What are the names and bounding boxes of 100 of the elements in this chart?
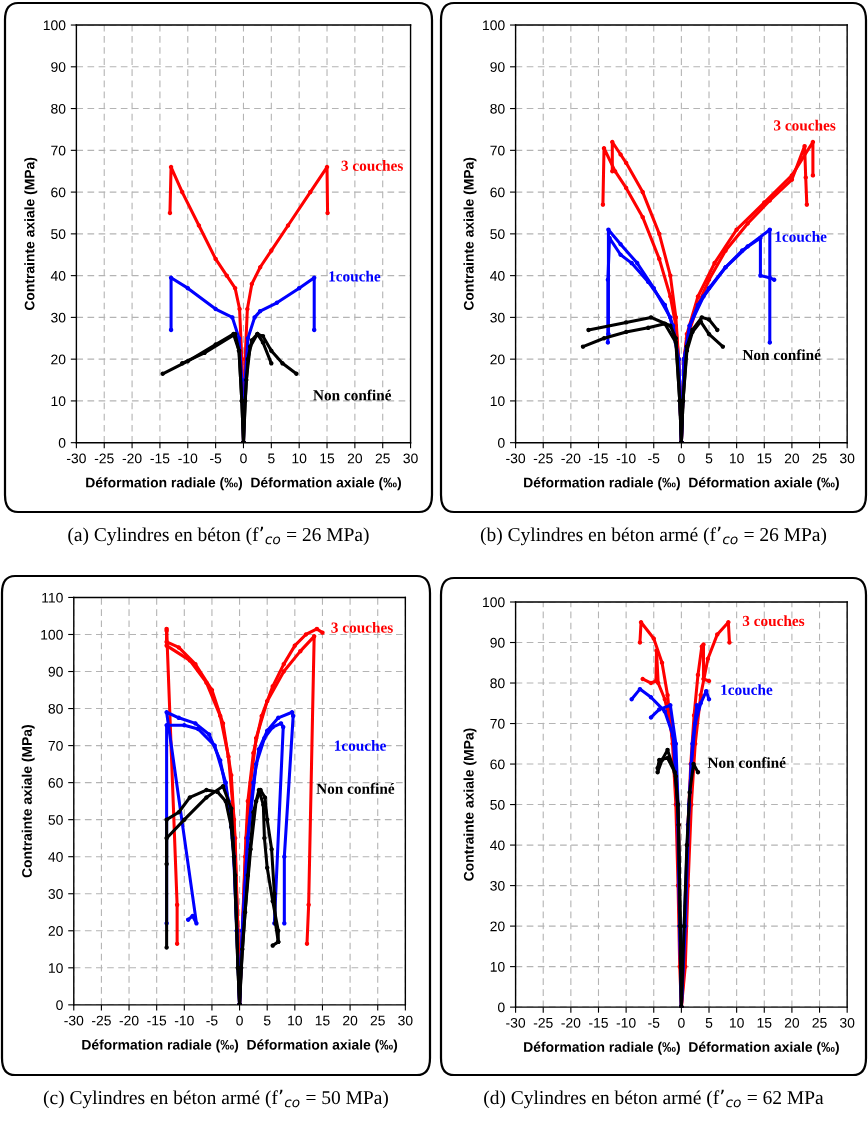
y-axis-title: Contrainte axiale (MPa) [463, 157, 477, 311]
x-tick-label: -25 [533, 453, 553, 464]
x-tick-label: 20 [784, 1017, 800, 1028]
y-axis-title: Contrainte axiale (MPa) [463, 728, 477, 881]
y-tick-label: 70 [490, 145, 505, 156]
x-tick-label: -10 [174, 1015, 194, 1026]
text: 1couche [334, 740, 386, 751]
x-tick-label: -30 [64, 1015, 84, 1026]
series-label: Non confiné [313, 389, 392, 401]
y-tick-label: 60 [51, 187, 66, 198]
y-tick-label: 0 [56, 1000, 63, 1011]
x-tick-label: 30 [398, 1015, 413, 1026]
x-tick-label: -15 [589, 1018, 608, 1028]
series-label: 1couche [721, 684, 773, 695]
y-tick-label: 10 [490, 396, 505, 407]
x-axis-title: Déformation radiale (‰) Déformation axiale (‰) [82, 1039, 398, 1053]
y-tick-label: 90 [490, 637, 505, 648]
y-tick-label: 10 [490, 961, 505, 972]
x-axis-title: Déformation radiale (‰) Déformation axiale (‰) [86, 477, 401, 491]
x-tick-label: -30 [506, 453, 526, 464]
x-tick-label: -25 [94, 453, 114, 464]
x-tick-label: -5 [206, 1015, 218, 1026]
series-label: Non confiné [707, 756, 786, 768]
y-tick-label: 50 [490, 229, 505, 240]
text: (c) Cylindres en béton armé (f’$_{co}$ = 50 MPa) [43, 1089, 388, 1109]
x-tick-label: 10 [292, 453, 307, 464]
x-tick-label: 30 [839, 1017, 855, 1028]
y-tick-label: 50 [48, 815, 63, 825]
x-tick-label: -15 [147, 1015, 167, 1026]
y-tick-label: 40 [48, 852, 63, 862]
x-tick-label: 0 [678, 453, 685, 464]
y-tick-label: 60 [490, 187, 505, 198]
x-tick-label: 0 [678, 1017, 685, 1028]
x-tick-label: 5 [263, 1015, 271, 1026]
y-tick-label: 20 [490, 354, 505, 365]
y-tick-label: 90 [48, 666, 63, 677]
x-axis-title: Déformation radiale (‰) Déformation axiale (‰) [524, 1041, 839, 1055]
y-tick-label: 0 [497, 438, 505, 448]
x-tick-label: -25 [91, 1015, 111, 1026]
x-tick-label: 15 [320, 453, 335, 464]
series-label: 3 couches [742, 615, 805, 627]
x-tick-label: 10 [288, 1015, 303, 1026]
x-tick-label: -30 [66, 453, 86, 464]
y-axis-title: Contrainte axiale (MPa) [21, 725, 35, 878]
x-tick-label: -25 [533, 1017, 553, 1028]
x-tick-label: -15 [150, 453, 170, 464]
y-tick-label: 60 [48, 777, 63, 788]
x-tick-label: 15 [757, 453, 772, 464]
y-tick-label: 20 [48, 926, 63, 936]
y-tick-label: 10 [51, 396, 66, 407]
x-tick-label: 20 [784, 453, 800, 464]
text: (b) Cylindres en béton armé (f’$_{co}$ = 26 MPa) [480, 526, 827, 546]
y-tick-label: 100 [41, 629, 63, 640]
x-tick-label: 15 [757, 1018, 772, 1028]
y-tick-label: 100 [483, 597, 505, 608]
x-tick-label: 30 [839, 453, 855, 464]
y-tick-label: 40 [490, 840, 505, 851]
x-tick-label: 25 [812, 453, 827, 464]
x-tick-label: 20 [343, 1015, 358, 1026]
x-tick-label: -20 [561, 1017, 581, 1028]
y-tick-label: 70 [490, 718, 505, 729]
y-tick-label: 100 [43, 20, 66, 31]
x-tick-label: -15 [589, 453, 608, 464]
x-tick-label: 25 [370, 1015, 385, 1026]
y-tick-label: 100 [483, 20, 505, 31]
y-tick-label: 10 [48, 963, 63, 973]
y-tick-label: 0 [58, 438, 66, 448]
y-axis-title: Contrainte axiale (MPa) [24, 157, 38, 311]
x-tick-label: -30 [506, 1017, 526, 1028]
series-label: 1couche [775, 231, 827, 242]
text: (d) Cylindres en béton armé (f’$_{co}$ = 62 MPa [484, 1089, 824, 1109]
x-tick-label: 5 [268, 453, 275, 464]
x-tick-label: 5 [705, 1018, 713, 1028]
y-tick-label: 110 [42, 592, 63, 603]
y-tick-label: 90 [490, 62, 505, 72]
x-axis-title: Déformation radiale (‰) Déformation axiale (‰) [524, 477, 839, 491]
x-tick-label: 0 [240, 453, 247, 464]
x-tick-label: 30 [403, 453, 418, 464]
y-tick-label: 80 [490, 678, 505, 689]
y-tick-label: 40 [50, 270, 66, 281]
y-tick-label: 60 [490, 759, 505, 770]
x-tick-label: 5 [705, 453, 713, 464]
y-tick-label: 80 [490, 103, 505, 114]
x-tick-label: -20 [119, 1015, 139, 1026]
y-tick-label: 0 [497, 1002, 505, 1013]
x-tick-label: 0 [236, 1015, 243, 1026]
y-tick-label: 80 [48, 703, 63, 714]
y-tick-label: 30 [48, 889, 63, 899]
y-tick-label: 40 [490, 270, 505, 281]
x-tick-label: -10 [178, 453, 198, 464]
y-tick-label: 50 [51, 229, 66, 240]
x-tick-label: 10 [729, 1017, 744, 1028]
series-label: 3 couches [341, 160, 403, 171]
x-tick-label: 25 [812, 1017, 827, 1028]
y-tick-label: 80 [51, 103, 66, 114]
x-tick-label: -5 [648, 1018, 660, 1028]
x-tick-label: -5 [210, 453, 222, 464]
x-tick-label: 25 [375, 453, 390, 464]
y-tick-label: 30 [490, 880, 505, 891]
x-tick-label: -5 [648, 453, 660, 464]
